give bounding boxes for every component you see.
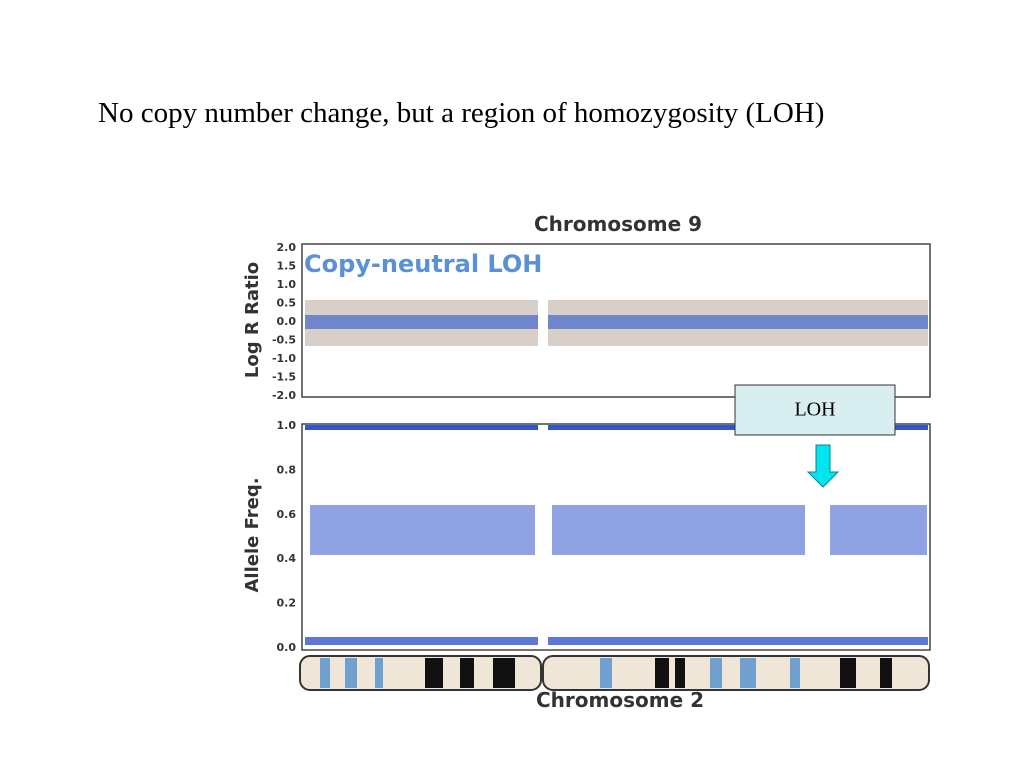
y-tick-label: 0.4 [277,552,297,565]
y-tick-label: 1.0 [277,419,297,432]
y-tick-label: 0.2 [277,597,297,610]
lrr-center [305,315,538,329]
y-tick-label: 2.0 [277,241,297,254]
callout-box [734,384,896,436]
y-tick-label: 0.5 [277,297,297,310]
baf-bottom [305,637,538,645]
baf-het [310,505,535,555]
lrr-center [548,315,928,329]
ideogram [299,655,930,691]
y-tick-label: -0.5 [272,334,296,347]
y-tick-label: 0.0 [277,641,297,654]
y-tick-label: 0.8 [277,463,297,476]
y-tick-label: 1.5 [277,260,297,273]
bottom-ylabel: Allele Freq. [242,477,263,592]
y-tick-label: 0.6 [277,508,297,521]
callout-arrow [806,444,840,488]
y-tick-label: 0.0 [277,315,297,328]
annotation: Copy-neutral LOH [304,250,542,278]
top-title: Chromosome 9 [534,212,702,236]
baf-top [305,425,538,430]
slide-title: No copy number change, but a region of h… [98,97,825,129]
callout-label: LOH [794,399,835,421]
y-tick-label: -1.0 [272,352,296,365]
baf-het [552,505,805,555]
y-tick-label: -1.5 [272,371,296,384]
baf-het [830,505,927,555]
bottom-title: Chromosome 2 [536,688,704,712]
y-tick-label: -2.0 [272,389,296,402]
top-ylabel: Log R Ratio [242,262,263,378]
y-tick-label: 1.0 [277,278,297,291]
baf-bottom [548,637,928,645]
